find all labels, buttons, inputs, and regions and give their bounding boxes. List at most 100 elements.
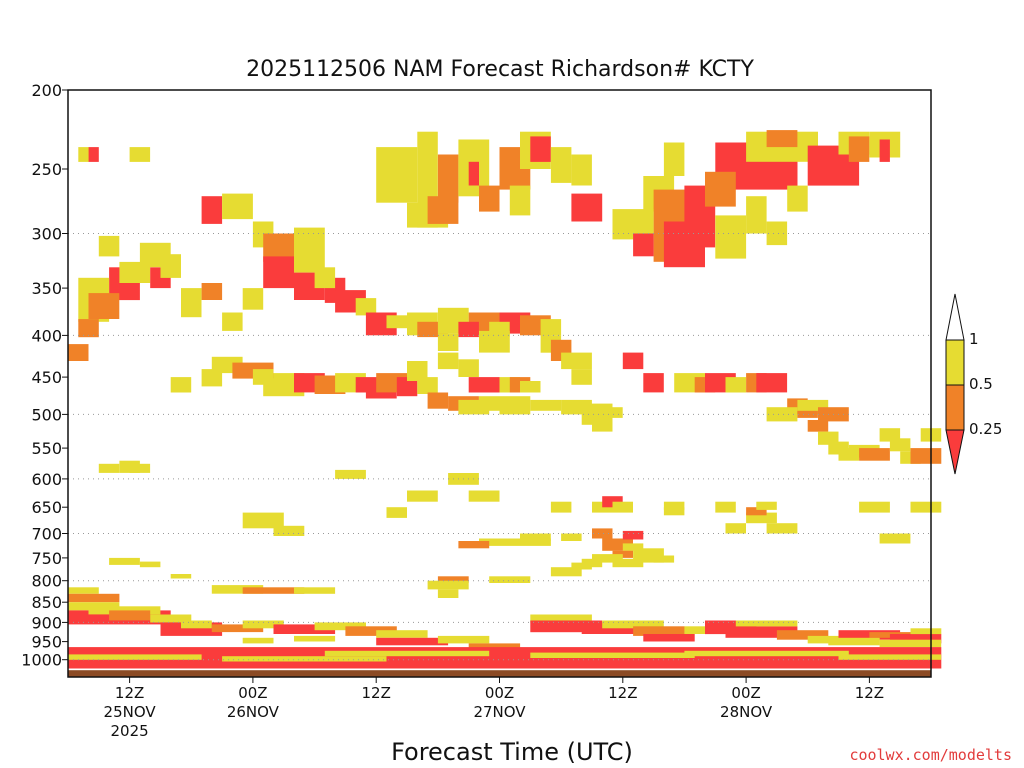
ri-cell (746, 196, 767, 234)
ri-cell (602, 620, 664, 629)
ri-cell (437, 333, 459, 351)
ri-cell (889, 634, 942, 644)
ri-cell (807, 420, 829, 432)
legend: 1 0.5 0.25 (945, 293, 1002, 475)
ri-cell (88, 293, 120, 319)
ri-cell (458, 359, 479, 377)
y-tick-label: 850 (31, 593, 62, 612)
ri-cell (109, 610, 151, 621)
ri-cell (653, 555, 675, 563)
ri-cell (489, 576, 531, 583)
ri-cell (571, 562, 592, 570)
ri-cell (663, 142, 685, 176)
ri-cell (242, 512, 284, 529)
ri-cell (335, 469, 366, 479)
ri-cell (766, 130, 798, 148)
ri-cell (520, 533, 551, 541)
ri-cell (766, 523, 798, 534)
ri-cell (437, 635, 490, 644)
ri-cell (530, 614, 592, 623)
ri-cell (68, 344, 89, 361)
x-tick-label: 25NOV (104, 703, 157, 721)
ri-cell (581, 558, 603, 568)
y-tick-label: 650 (31, 498, 62, 517)
ri-cell (150, 614, 192, 623)
ri-cell (530, 652, 695, 658)
ri-cell (139, 561, 161, 568)
ri-cell (386, 315, 407, 329)
x-tick-label: 00Z (731, 684, 760, 702)
ri-cell (211, 624, 264, 633)
ri-cell (78, 319, 99, 338)
ri-cell (838, 630, 901, 640)
ri-cell (68, 654, 202, 660)
ri-cell (592, 528, 613, 539)
ri-cell (170, 377, 192, 393)
ri-cell (766, 407, 798, 422)
x-axis-label: Forecast Time (UTC) (391, 738, 633, 766)
ri-cell (633, 233, 654, 257)
ri-cell (201, 283, 223, 300)
ri-cell (437, 589, 459, 598)
ri-cell (437, 154, 459, 203)
ri-cell (273, 624, 336, 634)
ri-cell (879, 139, 890, 162)
y-tick-label: 200 (31, 81, 62, 100)
x-tick-label: 12Z (362, 684, 391, 702)
x-tick-label: 28NOV (720, 703, 773, 721)
ri-cell (859, 448, 890, 461)
ri-cell (294, 587, 336, 594)
ri-cell (314, 622, 366, 631)
ri-cell (222, 312, 243, 331)
ri-cell (294, 635, 336, 642)
y-axis: 200 250 300 350 400 450 500 550 600 650 700 750 800 8… (21, 81, 68, 670)
ri-cell (396, 377, 418, 397)
ri-cell (458, 399, 490, 415)
ri-cell (797, 410, 818, 418)
ri-cell (571, 369, 592, 385)
ri-cell (766, 221, 788, 246)
ri-cell (88, 606, 161, 615)
ri-cell (550, 567, 582, 577)
ri-cell (345, 626, 397, 636)
ri-cell (530, 620, 603, 633)
ri-cell (129, 147, 151, 162)
ri-cell (417, 377, 438, 394)
ri-cell (407, 361, 428, 381)
ri-cell (437, 352, 459, 370)
legend-above-1 (945, 293, 965, 341)
ri-cell (386, 507, 407, 518)
ri-cell (879, 533, 911, 544)
ri-cell (776, 630, 829, 640)
chart-title: 2025112506 NAM Forecast Richardson# KCTY (246, 57, 754, 82)
ri-cell (468, 377, 500, 393)
ri-cell (427, 580, 469, 590)
ri-cell (622, 543, 644, 551)
ri-cell (294, 227, 325, 273)
ri-cell (242, 637, 274, 644)
ri-cell (879, 639, 942, 648)
ri-cell (170, 574, 192, 579)
legend-swatch-lt-1 (945, 339, 965, 386)
y-tick-label: 250 (31, 160, 62, 179)
ri-cell (98, 235, 120, 257)
ri-cell (530, 136, 551, 162)
ri-cell (725, 523, 746, 534)
ri-cell (787, 185, 808, 212)
ri-cell (427, 196, 459, 224)
x-tick-label: 26NOV (227, 703, 280, 721)
y-tick-label: 900 (31, 613, 62, 632)
y-tick-label: 350 (31, 279, 62, 298)
y-tick-label: 1000 (21, 651, 62, 670)
ri-cell (756, 373, 788, 393)
credit-text: coolwx.com/modelts (849, 746, 1012, 764)
ri-cell (571, 154, 592, 186)
ri-cell (98, 463, 120, 473)
ri-cell (910, 448, 942, 464)
y-tick-label: 300 (31, 225, 62, 244)
y-tick-label: 450 (31, 368, 62, 387)
ri-cell (479, 538, 551, 546)
ri-cell (602, 407, 623, 418)
ri-cell (705, 171, 736, 207)
